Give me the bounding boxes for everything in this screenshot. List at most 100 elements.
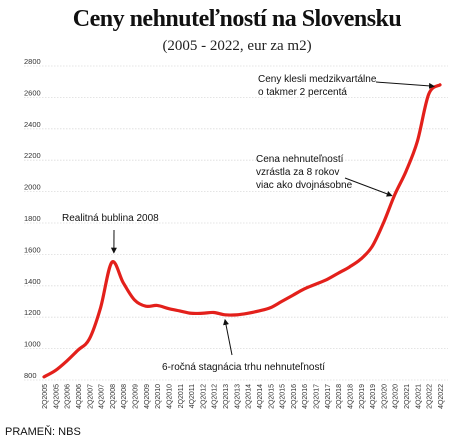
data-points [43,84,441,378]
y-axis: 800 1000 1200 1400 1600 1800 2000 2200 2400 2600 2… [24,57,41,380]
x-axis: 2Q2005 4Q2005 2Q2006 4Q2006 2Q2007 4Q2007 2Q20… [42,384,445,409]
data-point [428,93,430,95]
x-tick-label: 2Q2015 [268,384,275,409]
x-tick-label: 2Q2005 [42,384,49,409]
chart-title: Ceny nehnuteľností na Slovensku [72,6,402,32]
data-point [348,266,351,268]
x-tick-label: 2Q2017 [314,384,321,409]
annotation-text: Ceny klesli medzikvartálne [258,74,377,85]
x-tick-label: 4Q2014 [257,384,264,409]
data-point [66,360,68,362]
x-tick-label: 4Q2010 [166,384,173,409]
x-tick-label: 4Q2020 [393,384,400,409]
x-tick-label: 2Q2019 [359,384,366,409]
x-tick-label: 4Q2013 [234,384,241,409]
x-tick-label: 2Q2020 [381,384,388,409]
x-tick-label: 4Q2012 [212,384,219,409]
x-tick-label: 4Q2009 [144,384,151,409]
x-tick-label: 2Q2011 [178,384,185,408]
x-tick-label: 2Q2007 [87,384,94,409]
y-tick-label: 1400 [24,277,41,286]
x-tick-label: 4Q2017 [325,384,332,409]
data-point [247,312,249,314]
x-tick-label: 2Q2014 [246,384,253,409]
annotation-text: 6-ročná stagnácia trhu nehnuteľností [162,362,325,373]
x-tick-label: 4Q2022 [438,384,445,409]
y-tick-label: 2600 [24,88,41,97]
data-point [88,338,90,340]
data-point [314,283,317,285]
data-point [394,194,396,196]
data-point [416,140,418,142]
data-point [371,245,373,248]
y-tick-label: 1000 [24,340,41,349]
data-point [292,294,294,296]
data-point [111,261,113,263]
annotation-text: vzrástla za 8 rokov [256,167,339,178]
data-point [179,310,181,312]
x-tick-label: 4Q2007 [99,384,106,409]
x-tick-label: 2Q2021 [404,384,411,409]
data-point [145,305,147,307]
data-point [122,282,124,284]
annotation-text: viac ako dvojnásobne [256,180,353,191]
data-point [156,304,158,307]
x-tick-label: 4Q2018 [347,384,354,409]
data-point [54,369,56,372]
source-note: PRAMEŇ: NBS [5,426,81,438]
y-tick-label: 2800 [24,57,41,66]
data-point [326,278,328,281]
data-point [439,84,441,86]
data-point [382,222,385,224]
annotations: Ceny klesli medzikvartálne o takmer 2 per… [62,74,435,373]
y-tick-label: 1600 [24,245,41,254]
x-tick-label: 4Q2015 [280,384,287,409]
y-tick-label: 2000 [24,183,41,192]
data-point [281,300,283,303]
annotation-arrow [344,177,393,197]
data-point [77,349,79,351]
data-point [43,376,45,378]
data-point [258,310,260,312]
x-tick-label: 2Q2012 [200,384,207,409]
x-tick-label: 2Q2009 [133,384,140,409]
x-tick-label: 2Q2008 [110,384,117,409]
x-tick-label: 2Q2013 [223,384,230,409]
y-tick-label: 2400 [24,120,41,129]
data-point [224,314,226,316]
series-line [42,83,442,379]
annotation-text: Cena nehnuteľností [256,154,344,165]
y-tick-label: 1800 [24,214,41,223]
data-point [405,170,407,172]
x-tick-label: 4Q2019 [370,384,377,409]
chart-subtitle: (2005 - 2022, eur za m2) [162,38,312,54]
data-point [213,311,215,314]
y-tick-label: 1200 [24,308,41,317]
y-tick-label: 800 [24,371,37,380]
annotation-arrow [223,318,233,356]
x-tick-label: 4Q2016 [302,384,309,409]
data-point [269,307,271,309]
x-tick-label: 2Q2016 [291,384,298,409]
data-point [99,307,102,309]
annotation-arrow [375,81,435,89]
data-point [167,307,170,310]
data-point [235,314,237,316]
x-tick-label: 2Q2010 [155,384,162,409]
data-point [303,288,305,290]
x-tick-label: 4Q2008 [121,384,128,409]
x-tick-label: 4Q2006 [76,384,83,409]
data-point [133,299,136,301]
data-point [337,272,339,274]
x-tick-label: 4Q2005 [53,384,60,409]
x-tick-label: 2Q2022 [427,384,434,409]
x-tick-label: 4Q2021 [415,384,422,409]
annotation-text: Realitná bublina 2008 [62,213,159,224]
x-tick-label: 2Q2018 [336,384,343,409]
data-point [190,312,192,314]
annotation-text: o takmer 2 percentá [258,87,347,98]
y-tick-label: 2200 [24,151,41,160]
data-point [201,312,203,314]
x-tick-label: 4Q2011 [189,384,196,408]
